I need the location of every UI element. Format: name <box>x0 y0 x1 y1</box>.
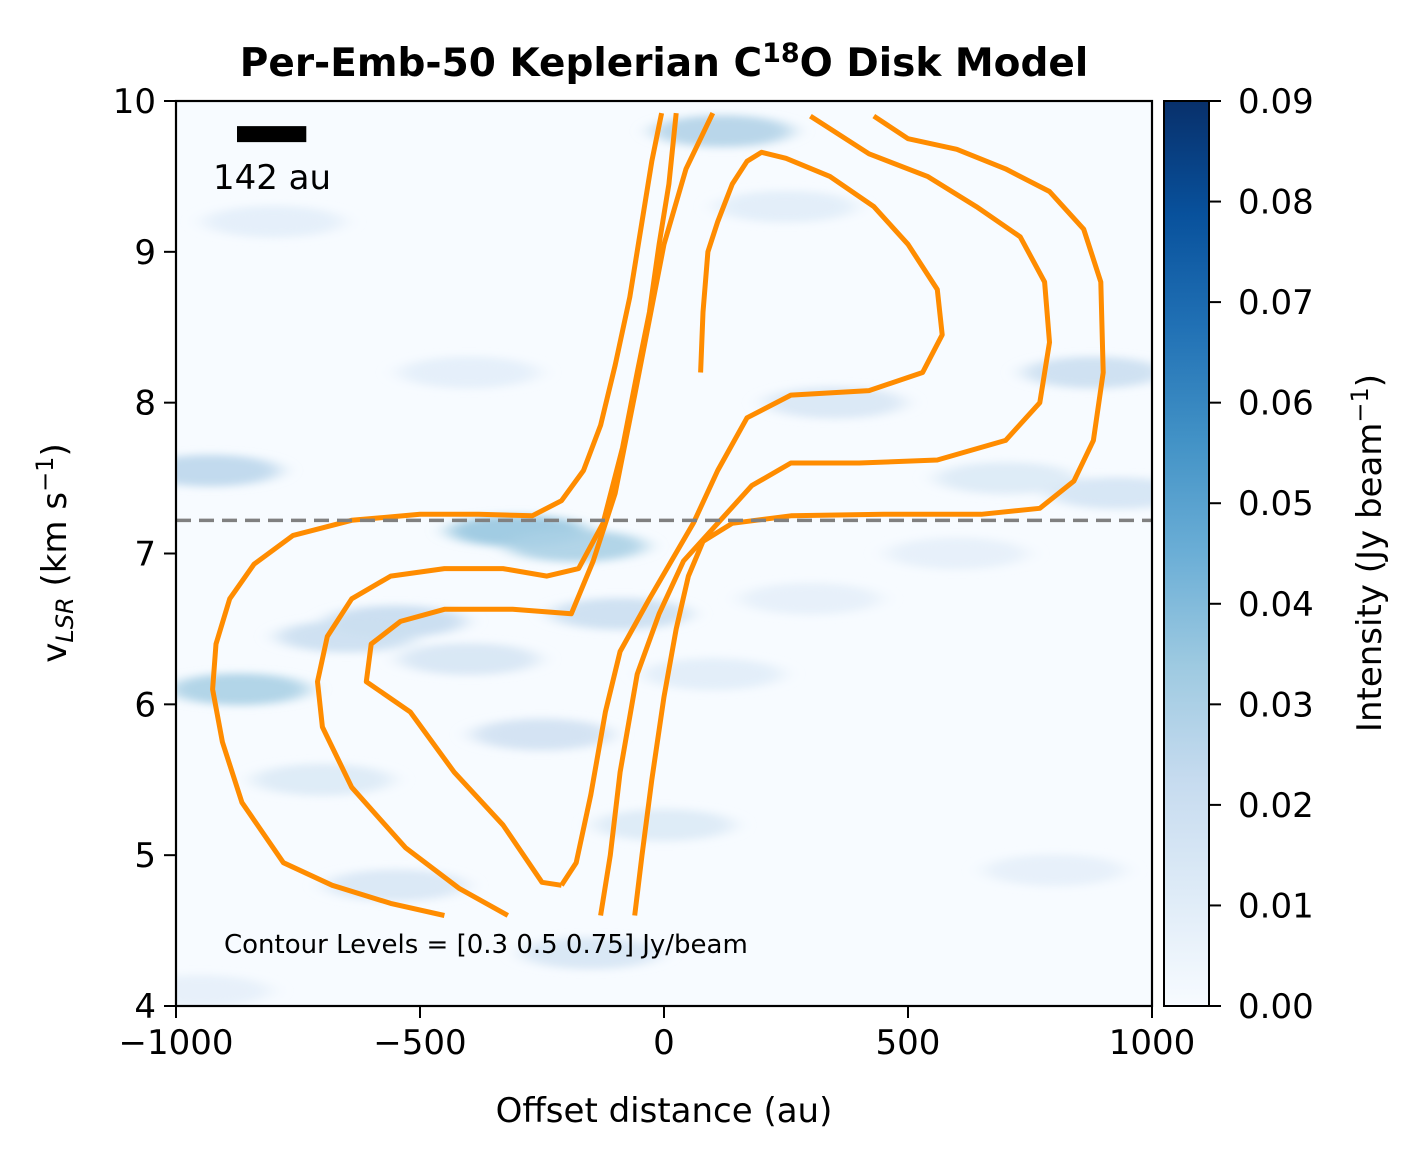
emission-patch <box>935 462 1076 495</box>
emission-patch <box>1047 477 1152 510</box>
x-tick-label: 1000 <box>1109 1023 1196 1063</box>
y-tick-label: 10 <box>113 82 156 122</box>
emission-patch <box>398 356 539 389</box>
colorbar-ticks: 0.00 0.01 0.02 0.03 0.04 0.05 0.06 0.07 0.08 0.09 <box>1209 82 1314 1027</box>
emission-patch <box>176 454 281 487</box>
emission-patch <box>740 582 881 615</box>
emission-patch <box>594 809 734 841</box>
emission-patch <box>506 529 647 562</box>
emission-patch <box>325 869 466 902</box>
contour-0.5-positive <box>598 113 1052 916</box>
emission-patch <box>1023 356 1152 389</box>
emission-patch <box>176 673 310 706</box>
colorbar-tick-label: 0.01 <box>1238 886 1314 926</box>
emission-patch <box>176 974 271 1006</box>
x-axis: −1000 −500 0 500 1000 <box>118 1006 1195 1063</box>
emission-patch <box>472 718 612 751</box>
chart-title: Per-Emb-50 Keplerian C18O Disk Model <box>240 38 1088 86</box>
y-tick-label: 8 <box>134 384 156 424</box>
emission-patch <box>276 620 417 653</box>
emission-patch <box>886 537 1027 570</box>
x-tick-label: 0 <box>653 1023 675 1063</box>
colorbar-tick-label: 0.05 <box>1238 484 1314 524</box>
emission-patch <box>252 763 393 796</box>
emission-patch <box>716 190 856 223</box>
colorbar-tick-label: 0.02 <box>1238 786 1314 826</box>
colorbar: 0.00 0.01 0.02 0.03 0.04 0.05 0.06 0.07 0.08 0.09… <box>1163 82 1390 1027</box>
plot-area: 142 au Contour Levels = [0.3 0.5 0.75] J… <box>176 101 1152 1006</box>
colorbar-tick-label: 0.03 <box>1238 685 1314 725</box>
contour-levels-annotation: Contour Levels = [0.3 0.5 0.75] Jy/beam <box>224 930 748 960</box>
y-tick-label: 6 <box>134 685 156 725</box>
y-axis: 4 5 6 7 8 9 10 <box>113 82 176 1027</box>
emission-patch <box>984 854 1125 887</box>
colorbar-tick-label: 0.07 <box>1238 283 1314 323</box>
emission-patch <box>642 658 783 691</box>
emission-patch <box>652 115 793 148</box>
colorbar-tick-label: 0.00 <box>1238 987 1314 1027</box>
y-tick-label: 4 <box>134 987 156 1027</box>
emission-patch <box>398 643 539 676</box>
colorbar-tick-label: 0.04 <box>1238 585 1314 625</box>
scale-bar-label: 142 au <box>213 158 331 198</box>
x-axis-label: Offset distance (au) <box>496 1091 833 1131</box>
emission-layer <box>176 115 1152 1006</box>
x-tick-label: −500 <box>373 1023 466 1063</box>
contour-0.75-positive <box>559 149 945 887</box>
y-tick-label: 5 <box>134 836 156 876</box>
colorbar-gradient <box>1163 100 1210 1007</box>
emission-patch <box>203 205 344 238</box>
y-tick-label: 7 <box>134 535 156 575</box>
colorbar-label: Intensity (Jy beam−1) <box>1346 374 1390 732</box>
contour-0.3-positive <box>632 114 1106 916</box>
x-tick-label: 500 <box>876 1023 941 1063</box>
colorbar-tick-label: 0.08 <box>1238 183 1314 223</box>
colorbar-tick-label: 0.09 <box>1238 82 1314 122</box>
emission-patch <box>520 937 661 970</box>
y-tick-label: 9 <box>134 233 156 273</box>
x-tick-label: −1000 <box>118 1023 233 1063</box>
colorbar-tick-label: 0.06 <box>1238 384 1314 424</box>
y-axis-label: vLSR (km s−1) <box>31 443 79 662</box>
contour-0.75-negative <box>363 112 716 888</box>
